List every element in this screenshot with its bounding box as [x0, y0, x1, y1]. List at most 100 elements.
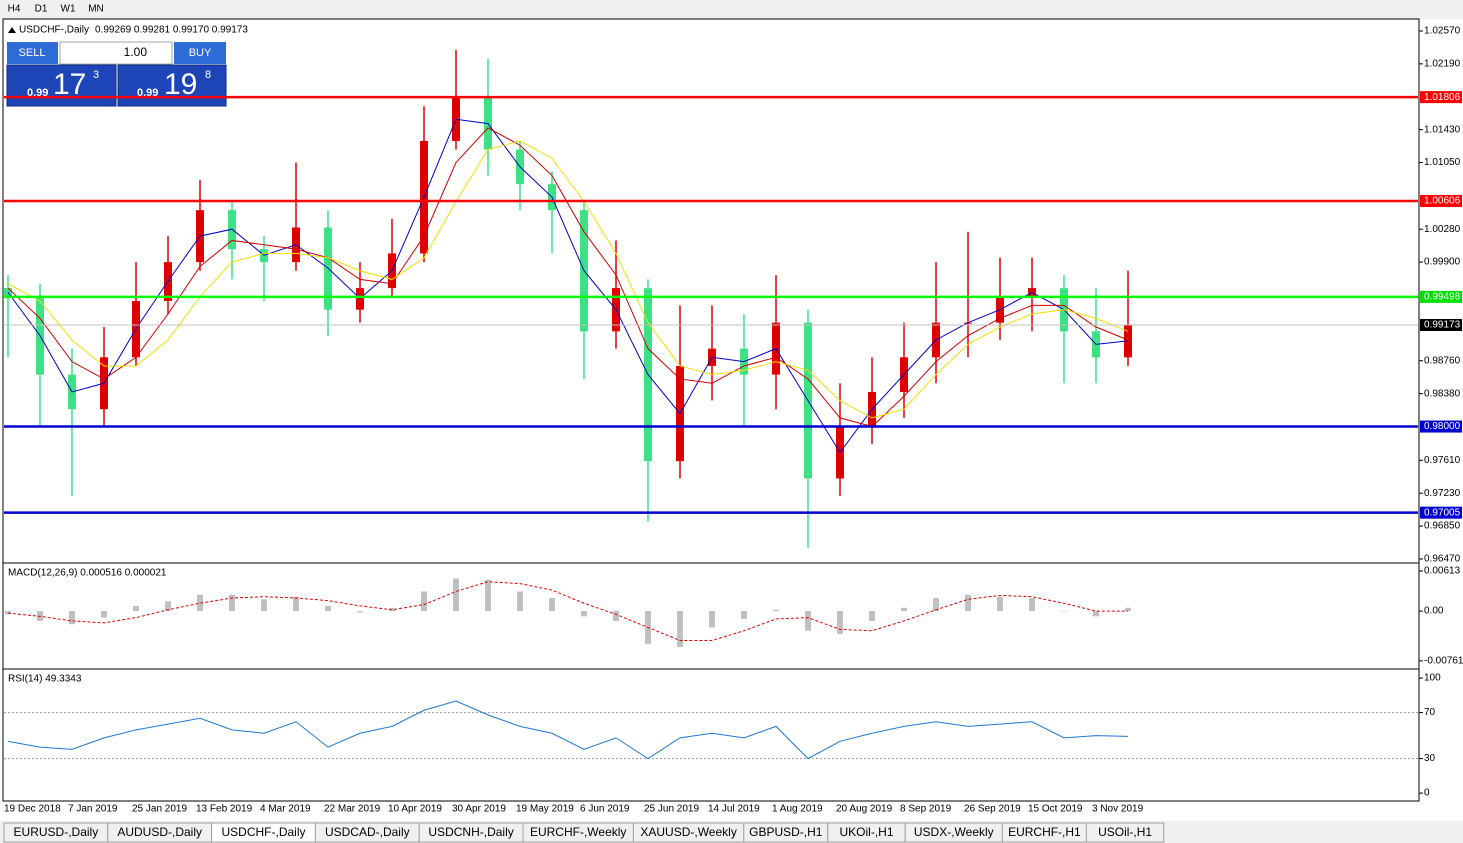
timeframe-label[interactable]: H4	[8, 4, 21, 15]
timeframe-label[interactable]: W1	[61, 4, 76, 15]
candle-body	[4, 288, 12, 297]
y-tick-label: 30	[1424, 753, 1436, 764]
price-level-box	[1420, 506, 1462, 519]
sell-button[interactable]	[7, 42, 58, 64]
x-tick-label: 15 Oct 2019	[1028, 804, 1083, 815]
macd-bar	[517, 591, 523, 612]
macd-bar	[933, 598, 939, 612]
x-tick-label: 7 Jan 2019	[68, 804, 118, 815]
y-tick-label: 0.98760	[1424, 355, 1461, 366]
price-level-label: 1.01806	[1424, 92, 1461, 103]
y-tick-label: 0.99900	[1424, 257, 1461, 268]
buy-price-box[interactable]	[117, 64, 227, 107]
symbol-tab-label[interactable]: EURCHF-,H1	[1008, 825, 1081, 839]
symbol-tab-label[interactable]: GBPUSD-,H1	[749, 825, 823, 839]
macd-bar	[101, 611, 107, 618]
x-tick-label: 19 Dec 2018	[4, 804, 61, 815]
macd-bar	[261, 599, 267, 612]
price-level-box	[1420, 290, 1462, 303]
macd-signal	[7, 581, 1128, 642]
price-level-box	[1420, 91, 1462, 104]
timeframe-button[interactable]	[57, 1, 79, 17]
macd-bar	[133, 605, 139, 612]
macd-bar	[1125, 607, 1131, 612]
timeframe-button[interactable]	[85, 1, 107, 17]
toolbar	[0, 0, 1463, 19]
macd-bar	[869, 611, 875, 621]
y-tick-label: 0.96470	[1424, 554, 1461, 565]
x-tick-label: 30 Apr 2019	[452, 804, 506, 815]
y-tick-label: 0.98380	[1424, 388, 1461, 399]
symbol-tab-label[interactable]: USOil-,H1	[1098, 825, 1152, 839]
buy-price-big: 19	[164, 68, 197, 101]
price-level-box	[1420, 420, 1462, 433]
timeframe-button[interactable]	[30, 1, 52, 17]
macd-bar	[69, 611, 75, 625]
price-level-label: 1.00606	[1424, 196, 1461, 207]
lot-input[interactable]	[59, 41, 173, 65]
symbol-tab-label[interactable]: XAUUSD-,Weekly	[640, 825, 736, 839]
macd-bar	[1093, 611, 1099, 617]
macd-bar	[805, 611, 811, 631]
y-tick-label: 0.00613	[1424, 566, 1461, 577]
x-tick-label: 14 Jul 2019	[708, 804, 760, 815]
symbol-tab-label[interactable]: EURUSD-,Daily	[14, 825, 99, 839]
y-tick-label: 1.00280	[1424, 224, 1461, 235]
macd-bar	[837, 611, 843, 634]
macd-bar	[485, 579, 491, 612]
x-tick-label: 8 Sep 2019	[900, 804, 952, 815]
lot-value[interactable]: 1.00	[124, 45, 148, 59]
x-tick-label: 13 Feb 2019	[196, 804, 253, 815]
macd-bar	[325, 605, 331, 612]
x-tick-label: 22 Mar 2019	[324, 804, 381, 815]
collapse-icon[interactable]	[8, 27, 16, 33]
y-tick-label: 0.96850	[1424, 521, 1461, 532]
symbol-tab-label[interactable]: UKOil-,H1	[839, 825, 893, 839]
macd-bar	[549, 598, 555, 612]
symbol-tab[interactable]	[1085, 822, 1165, 843]
macd-bar	[421, 591, 427, 612]
rsi-line	[7, 700, 1129, 760]
y-tick-label: 70	[1424, 707, 1436, 718]
x-tick-label: 4 Mar 2019	[260, 804, 311, 815]
buy-button[interactable]	[174, 42, 226, 64]
y-tick-label: 1.02570	[1424, 26, 1461, 37]
sell-label[interactable]: SELL	[19, 47, 46, 59]
y-tick-label: 0.97230	[1424, 488, 1461, 499]
x-tick-label: 10 Apr 2019	[388, 804, 442, 815]
symbol-tab-label[interactable]: USDCNH-,Daily	[428, 825, 513, 839]
symbol-tab-label[interactable]: USDCAD-,Daily	[325, 825, 410, 839]
macd-bar	[165, 601, 171, 612]
moving-average	[7, 118, 1129, 454]
symbol-tab-label[interactable]: AUDUSD-,Daily	[117, 825, 202, 839]
moving-average	[7, 140, 1129, 419]
symbol-tab-label[interactable]: EURCHF-,Weekly	[530, 825, 626, 839]
x-tick-label: 19 May 2019	[516, 804, 574, 815]
timeframe-button[interactable]	[3, 1, 25, 17]
x-tick-label: 25 Jan 2019	[132, 804, 187, 815]
macd-bar	[709, 611, 715, 628]
chart-frame	[2, 18, 1420, 802]
x-tick-label: 20 Aug 2019	[836, 804, 893, 815]
timeframe-label[interactable]: D1	[35, 4, 48, 15]
macd-bar	[1061, 611, 1067, 612]
macd-bar	[357, 611, 363, 613]
buy-label[interactable]: BUY	[189, 47, 212, 59]
macd-bar	[741, 611, 747, 619]
symbol-tab-label[interactable]: USDCHF-,Daily	[222, 825, 306, 839]
y-tick-label: 100	[1424, 673, 1441, 684]
macd-bar	[677, 611, 683, 648]
y-tick-label: 0.00	[1424, 606, 1444, 617]
macd-bar	[5, 611, 11, 615]
timeframe-label[interactable]: MN	[88, 4, 104, 15]
macd-title: MACD(12,26,9) 0.000516 0.000021	[8, 568, 167, 579]
price-level-box	[1420, 319, 1462, 332]
sell-price-box[interactable]	[6, 64, 117, 107]
y-tick-label: 0	[1424, 788, 1430, 799]
x-tick-label: 25 Jun 2019	[644, 804, 699, 815]
trade-panel: SELL 1.00 BUY 0.99 17 3 0.99 19 8	[6, 41, 227, 107]
sell-price-small: 3	[93, 69, 99, 81]
x-tick-label: 3 Nov 2019	[1092, 804, 1144, 815]
symbol-tab-label[interactable]: USDX-,Weekly	[914, 825, 994, 839]
